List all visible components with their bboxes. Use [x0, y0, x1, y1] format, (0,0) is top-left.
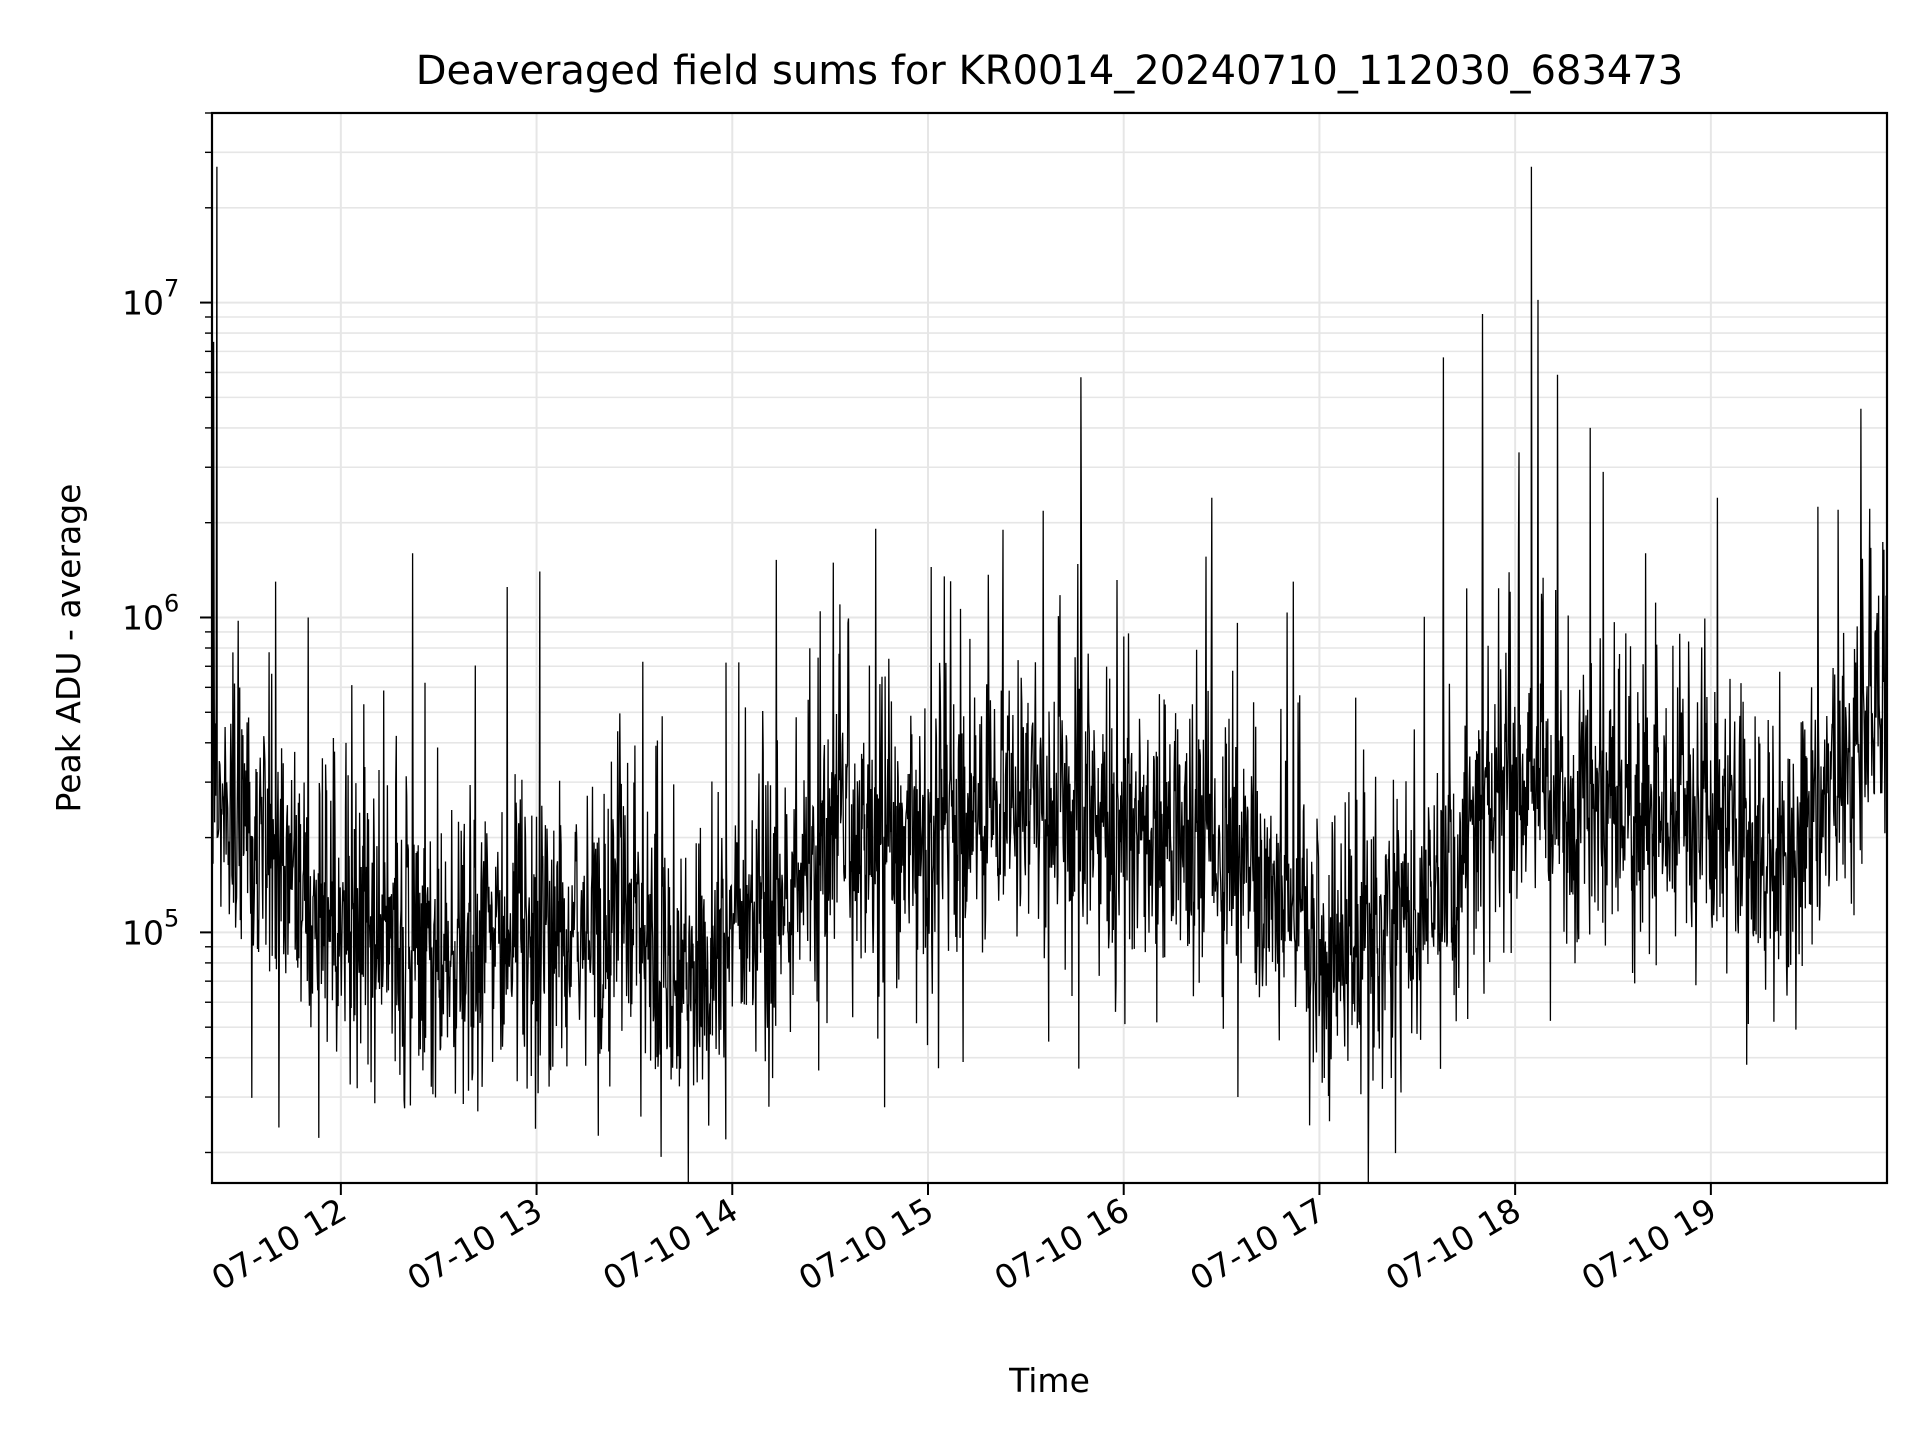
y-tick-exponent: 5	[164, 904, 179, 932]
x-tick-label: 07-10 17	[1183, 1190, 1331, 1298]
x-tick-label: 07-10 15	[792, 1190, 940, 1298]
y-tick-exponent: 7	[164, 275, 179, 303]
y-tick-label: 10	[122, 284, 164, 323]
x-axis-label: Time	[1008, 1361, 1090, 1400]
x-tick-label: 07-10 14	[596, 1190, 744, 1298]
x-tick-label: 07-10 16	[988, 1190, 1136, 1298]
x-tick-label: 07-10 19	[1575, 1190, 1723, 1298]
chart-title: Deaveraged field sums for KR0014_2024071…	[416, 48, 1684, 94]
series-line	[211, 166, 1888, 1184]
x-tick-label: 07-10 12	[205, 1190, 353, 1298]
data-spikes	[214, 167, 1861, 663]
x-tick-label: 07-10 18	[1379, 1190, 1527, 1298]
x-axis-ticks: 07-10 12 07-10 13 07-10 14 07-10 15 07-10 16…	[205, 1183, 1723, 1298]
y-tick-label: 10	[122, 913, 164, 952]
x-tick-label: 07-10 13	[401, 1190, 549, 1298]
y-tick-exponent: 6	[164, 589, 179, 617]
y-tick-label: 10	[122, 598, 164, 637]
y-axis-label: Peak ADU - average	[49, 484, 88, 813]
data-line	[211, 166, 1888, 1184]
